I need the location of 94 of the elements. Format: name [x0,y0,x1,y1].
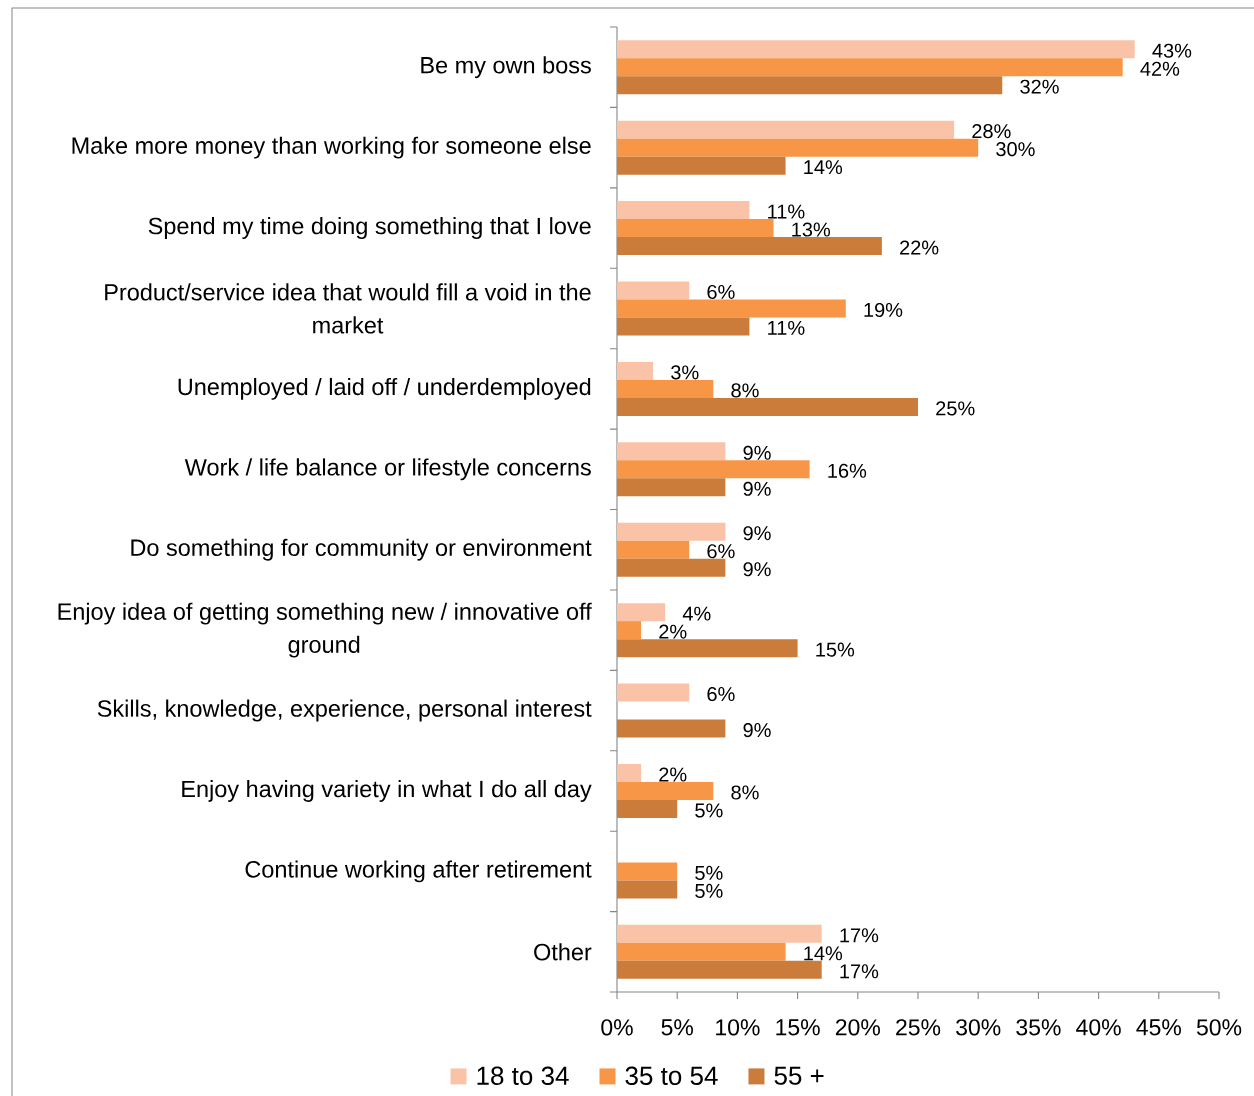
bar [617,683,690,702]
bar [617,719,726,738]
bar [617,540,690,559]
x-tick-label: 30% [956,1019,1001,1036]
data-label: 11% [768,320,805,335]
data-label: 6% [707,284,735,300]
bar [617,781,714,800]
y-tick-label: Be my own boss [421,56,591,79]
y-tick-label: Spend my time doing something that I love [148,217,591,239]
bar [617,603,666,622]
data-label: 30% [996,142,1035,157]
bar [617,76,1003,95]
bar [617,120,955,139]
bar [617,558,726,577]
bar [617,219,774,238]
data-label: 2% [659,767,687,782]
data-label: 19% [864,302,903,318]
bar [617,361,654,380]
legend-label: 55 + [774,1066,824,1085]
legend-label: 18 to 34 [477,1066,569,1085]
data-label: 3% [671,365,699,380]
y-tick-label: Other [534,943,592,961]
data-label: 9% [743,445,771,460]
data-label: 5% [695,883,723,898]
x-tick-label: 40% [1076,1019,1121,1036]
y-tick-label: Enjoy having variety in what I do all day [182,780,592,802]
data-label: 17% [840,928,879,943]
data-label: 9% [743,562,771,577]
data-label: 22% [900,240,939,255]
data-label: 6% [707,544,735,559]
y-tick-label: Unemployed / laid off / underdemployed [178,377,591,400]
bar [617,299,846,318]
x-tick-label: 50% [1196,1019,1242,1036]
bar [617,201,750,220]
data-label: 5% [695,865,723,880]
data-label: 17% [840,964,879,979]
data-label: 5% [695,803,723,818]
y-tick-label: Make more money than working for someone else [72,136,591,159]
bar [617,58,1123,77]
data-label: 4% [682,606,711,621]
bar [617,942,786,961]
bar [617,379,714,398]
data-label: 13% [792,222,831,237]
bar [617,924,822,943]
data-label: 2% [659,624,687,639]
bar [617,880,678,899]
data-label: 28% [972,124,1011,139]
bar [617,639,798,658]
x-tick-label: 10% [716,1019,760,1036]
x-tick-label: 20% [835,1019,880,1036]
data-label: 9% [743,481,771,496]
bar [617,799,678,818]
legend-label: 35 to 54 [625,1066,718,1085]
bar [617,460,810,479]
data-label: 8% [731,383,759,398]
data-label: 15% [816,642,855,657]
data-label: 8% [731,785,759,800]
bar [617,960,822,979]
y-tick-label: Product/service idea that would fill a void in the market [105,283,591,334]
y-tick-label: Work / life balance or lifestyle concerns [184,458,591,481]
bar [617,522,726,541]
bar [617,237,882,256]
x-tick-label: 25% [896,1019,941,1036]
bar [617,862,678,881]
x-tick-label: 5% [661,1019,693,1036]
bar [617,763,642,782]
x-tick-label: 35% [1016,1019,1061,1036]
y-tick-label: Enjoy idea of getting something new / innovative off ground [58,602,592,658]
bar [617,478,726,497]
bar [617,397,918,416]
data-label: 11% [768,204,805,219]
data-label: 9% [743,722,771,738]
bar [617,281,690,300]
x-tick-label: 15% [776,1019,820,1036]
data-label: 43% [1152,43,1192,58]
bar [617,156,786,175]
bar [617,138,979,157]
bar [617,40,1135,59]
bar [617,317,750,336]
data-label: 9% [743,526,771,541]
data-label: 25% [936,401,975,416]
data-label: 14% [804,946,843,961]
bar [617,621,642,640]
y-tick-label: Continue working after retirement [245,860,592,883]
y-tick-label: Skills, knowledge, experience, personal interest [97,699,592,722]
data-label: 16% [828,463,867,478]
data-label: 14% [804,160,843,175]
y-tick-label: Do something for community or environment [131,538,592,561]
data-label: 42% [1140,61,1180,76]
bar [617,442,726,461]
data-label: 6% [707,686,735,702]
x-tick-label: 45% [1136,1019,1181,1036]
x-tick-label: 0% [601,1019,633,1036]
data-label: 32% [1020,79,1059,94]
